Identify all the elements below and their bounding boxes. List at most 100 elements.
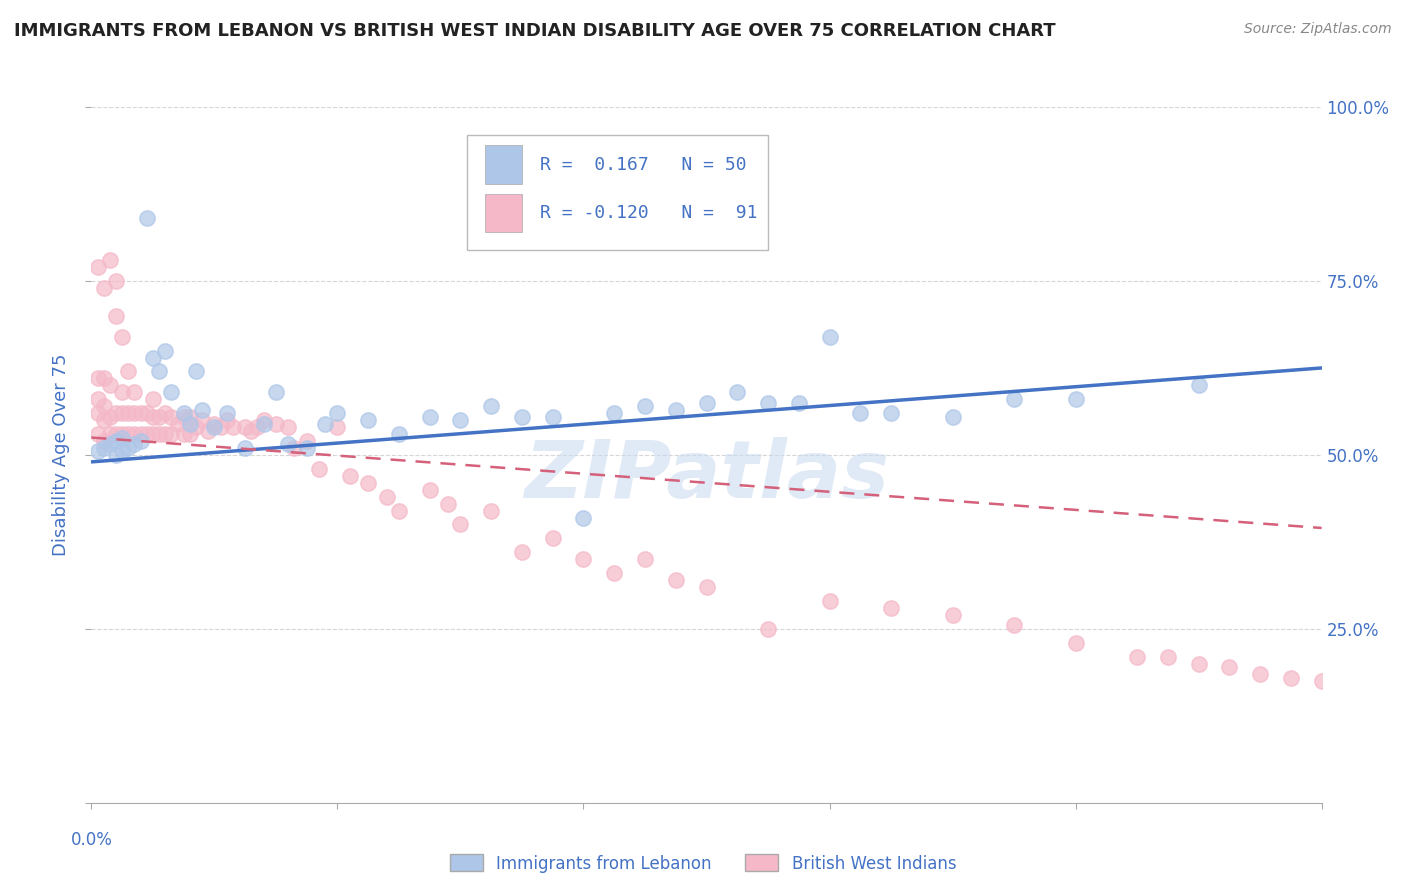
Point xyxy=(105,309,127,323)
Point xyxy=(295,441,318,455)
Point xyxy=(314,417,336,431)
Point xyxy=(142,392,165,407)
Point xyxy=(388,503,411,517)
Point xyxy=(93,281,115,295)
Point xyxy=(98,409,121,424)
Point xyxy=(153,406,177,420)
Legend: Immigrants from Lebanon, British West Indians: Immigrants from Lebanon, British West In… xyxy=(443,847,963,880)
Point xyxy=(818,329,841,343)
FancyBboxPatch shape xyxy=(485,145,522,184)
Point xyxy=(1064,392,1087,407)
Point xyxy=(202,420,225,434)
Point xyxy=(1002,392,1025,407)
Point xyxy=(142,409,165,424)
Point xyxy=(105,274,127,288)
FancyBboxPatch shape xyxy=(485,194,522,232)
Point xyxy=(173,427,195,442)
Point xyxy=(153,427,177,442)
Point xyxy=(93,441,115,455)
Point xyxy=(388,427,411,442)
Point xyxy=(93,399,115,413)
Point xyxy=(160,427,183,442)
Point xyxy=(942,607,965,622)
Point xyxy=(572,552,595,566)
Point xyxy=(93,371,115,385)
Y-axis label: Disability Age Over 75: Disability Age Over 75 xyxy=(52,353,70,557)
Point xyxy=(142,351,165,365)
Point xyxy=(191,413,214,427)
Point xyxy=(357,475,380,490)
Point xyxy=(117,441,139,455)
Point xyxy=(233,441,256,455)
Point xyxy=(1249,667,1271,681)
Point xyxy=(253,417,276,431)
Point xyxy=(246,420,269,434)
Point xyxy=(375,490,398,504)
Point xyxy=(105,434,127,448)
Text: 0.0%: 0.0% xyxy=(70,830,112,848)
Point xyxy=(725,385,748,400)
Point xyxy=(295,434,318,448)
Point xyxy=(179,427,201,442)
Point xyxy=(124,385,146,400)
Point xyxy=(117,427,139,442)
Point xyxy=(124,437,146,451)
Point xyxy=(326,420,349,434)
Point xyxy=(510,409,533,424)
Point xyxy=(111,427,134,442)
Point xyxy=(117,364,139,378)
Point xyxy=(1310,674,1333,689)
Point xyxy=(1187,657,1209,671)
Point xyxy=(479,399,502,413)
Point xyxy=(419,483,441,497)
Point xyxy=(184,420,207,434)
Point xyxy=(942,409,965,424)
Point xyxy=(253,413,276,427)
Point xyxy=(572,510,595,524)
Point xyxy=(233,420,256,434)
Point xyxy=(153,343,177,358)
Point xyxy=(184,364,207,378)
Point xyxy=(603,566,626,581)
Point xyxy=(135,406,157,420)
Point xyxy=(148,409,170,424)
Point xyxy=(98,253,121,268)
Point xyxy=(111,444,134,458)
Point xyxy=(665,402,688,417)
Text: IMMIGRANTS FROM LEBANON VS BRITISH WEST INDIAN DISABILITY AGE OVER 75 CORRELATIO: IMMIGRANTS FROM LEBANON VS BRITISH WEST … xyxy=(14,22,1056,40)
Point xyxy=(603,406,626,420)
Text: Source: ZipAtlas.com: Source: ZipAtlas.com xyxy=(1244,22,1392,37)
Point xyxy=(124,427,146,442)
Point xyxy=(86,406,108,420)
Point xyxy=(696,396,718,410)
Point xyxy=(1157,649,1180,664)
Point xyxy=(818,594,841,608)
Point xyxy=(148,364,170,378)
Point xyxy=(166,417,188,431)
Text: ZIPatlas: ZIPatlas xyxy=(524,437,889,515)
Point xyxy=(124,406,146,420)
Point xyxy=(160,385,183,400)
Point xyxy=(357,413,380,427)
Point xyxy=(264,385,287,400)
Point xyxy=(98,427,121,442)
Point xyxy=(111,431,134,445)
Point xyxy=(215,406,238,420)
Point xyxy=(1002,618,1025,632)
Point xyxy=(93,434,115,448)
Point xyxy=(787,396,810,410)
Point xyxy=(191,402,214,417)
Point xyxy=(1064,636,1087,650)
Point xyxy=(308,462,330,476)
Point xyxy=(111,406,134,420)
Point xyxy=(173,409,195,424)
Point xyxy=(880,406,903,420)
Point xyxy=(111,385,134,400)
Point xyxy=(1187,378,1209,392)
Point xyxy=(277,420,299,434)
Point xyxy=(449,517,471,532)
Point xyxy=(93,413,115,427)
Point xyxy=(449,413,471,427)
Point xyxy=(541,409,564,424)
Point xyxy=(277,437,299,451)
